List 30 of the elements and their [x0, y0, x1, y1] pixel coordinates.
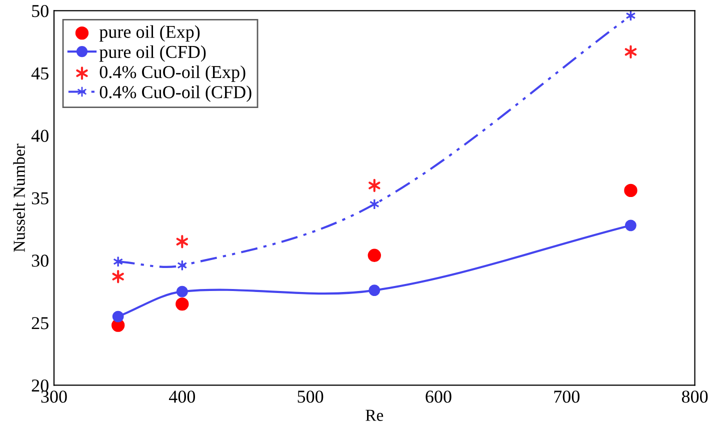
point — [176, 235, 188, 248]
y-tick-label: 35 — [32, 192, 48, 204]
point — [368, 178, 380, 192]
legend-label: pure oil (Exp) — [99, 25, 200, 42]
y-tick-label: 50 — [32, 4, 48, 18]
y-tick-label: 20 — [32, 379, 48, 392]
point — [624, 184, 638, 198]
point — [624, 45, 637, 58]
legend-label: 0.4% CuO-oil (CFD) — [100, 86, 252, 102]
x-axis-title: Re — [366, 410, 384, 421]
point — [368, 284, 380, 296]
x-tick-label: 600 — [426, 390, 452, 403]
point — [176, 297, 189, 311]
y-axis-title: Nusselt Number — [13, 144, 25, 252]
point — [176, 286, 188, 298]
point — [112, 310, 124, 322]
x-tick-label: 500 — [298, 390, 324, 403]
x-tick-label: 400 — [168, 390, 196, 403]
point — [625, 220, 636, 232]
point — [112, 270, 124, 284]
y-tick-label: 40 — [31, 130, 48, 142]
y-tick-label: 45 — [31, 67, 48, 80]
y-tick-label: 25 — [32, 317, 48, 330]
x-tick-label: 300 — [41, 390, 67, 403]
x-tick-label: 700 — [554, 390, 580, 403]
x-tick-label: 800 — [682, 390, 708, 403]
point — [368, 248, 381, 262]
legend-label: pure oil (CFD) — [99, 45, 206, 62]
legend-label: 0.4% CuO-oil (Exp) — [100, 65, 246, 82]
y-tick-label: 30 — [32, 254, 48, 267]
